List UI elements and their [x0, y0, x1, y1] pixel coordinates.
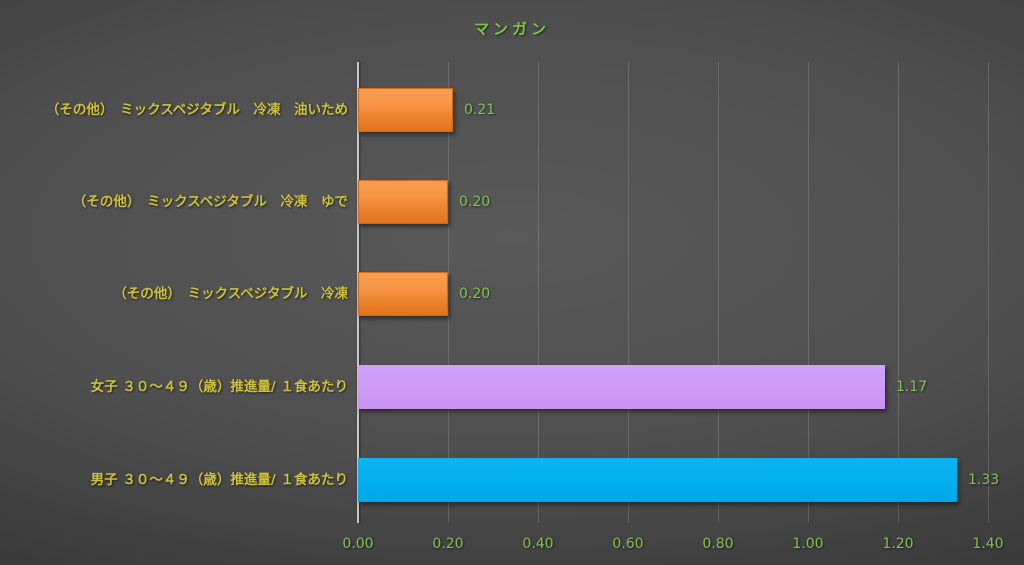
bar-4 [358, 458, 957, 502]
bar-1 [358, 180, 448, 224]
x-axis-tick-label: 1.40 [972, 536, 1004, 552]
bar-3 [358, 365, 885, 409]
x-axis-tick-label: 1.00 [792, 536, 824, 552]
gridline [448, 62, 449, 523]
x-axis-tick-label: 0.60 [612, 536, 644, 552]
x-axis-tick-label: 0.20 [432, 536, 464, 552]
bar-2 [358, 272, 448, 316]
gridline [898, 62, 899, 523]
plot-area: 0.21 0.20 0.20 1.17 1.33 [357, 62, 999, 523]
category-label: 男子 ３０～４９（歳）推進量/ １食あたり [90, 472, 348, 488]
category-label: （その他） ミックスベジタブル 冷凍 油いため [45, 102, 348, 118]
chart-title: マンガン [473, 20, 550, 38]
bar-value-label: 0.20 [459, 194, 491, 210]
category-label: （その他） ミックスベジタブル 冷凍 [113, 286, 348, 302]
gridline [538, 62, 539, 523]
x-axis-tick-label: 1.20 [882, 536, 914, 552]
x-axis-tick-label: 0.80 [702, 536, 734, 552]
gridline [628, 62, 629, 523]
gridline [808, 62, 809, 523]
bar-value-label: 0.21 [464, 102, 496, 118]
bar-value-label: 1.33 [968, 472, 1000, 488]
category-label: （その他） ミックスベジタブル 冷凍 ゆで [72, 194, 348, 210]
x-axis-tick-label: 0.00 [342, 536, 374, 552]
gridline [718, 62, 719, 523]
category-label: 女子 ３０～４９（歳）推進量/ １食あたり [90, 379, 348, 395]
bar-value-label: 0.20 [459, 286, 491, 302]
x-axis-tick-label: 0.40 [522, 536, 554, 552]
gridline [988, 62, 989, 523]
bar-0 [358, 88, 453, 132]
bar-value-label: 1.17 [896, 379, 928, 395]
